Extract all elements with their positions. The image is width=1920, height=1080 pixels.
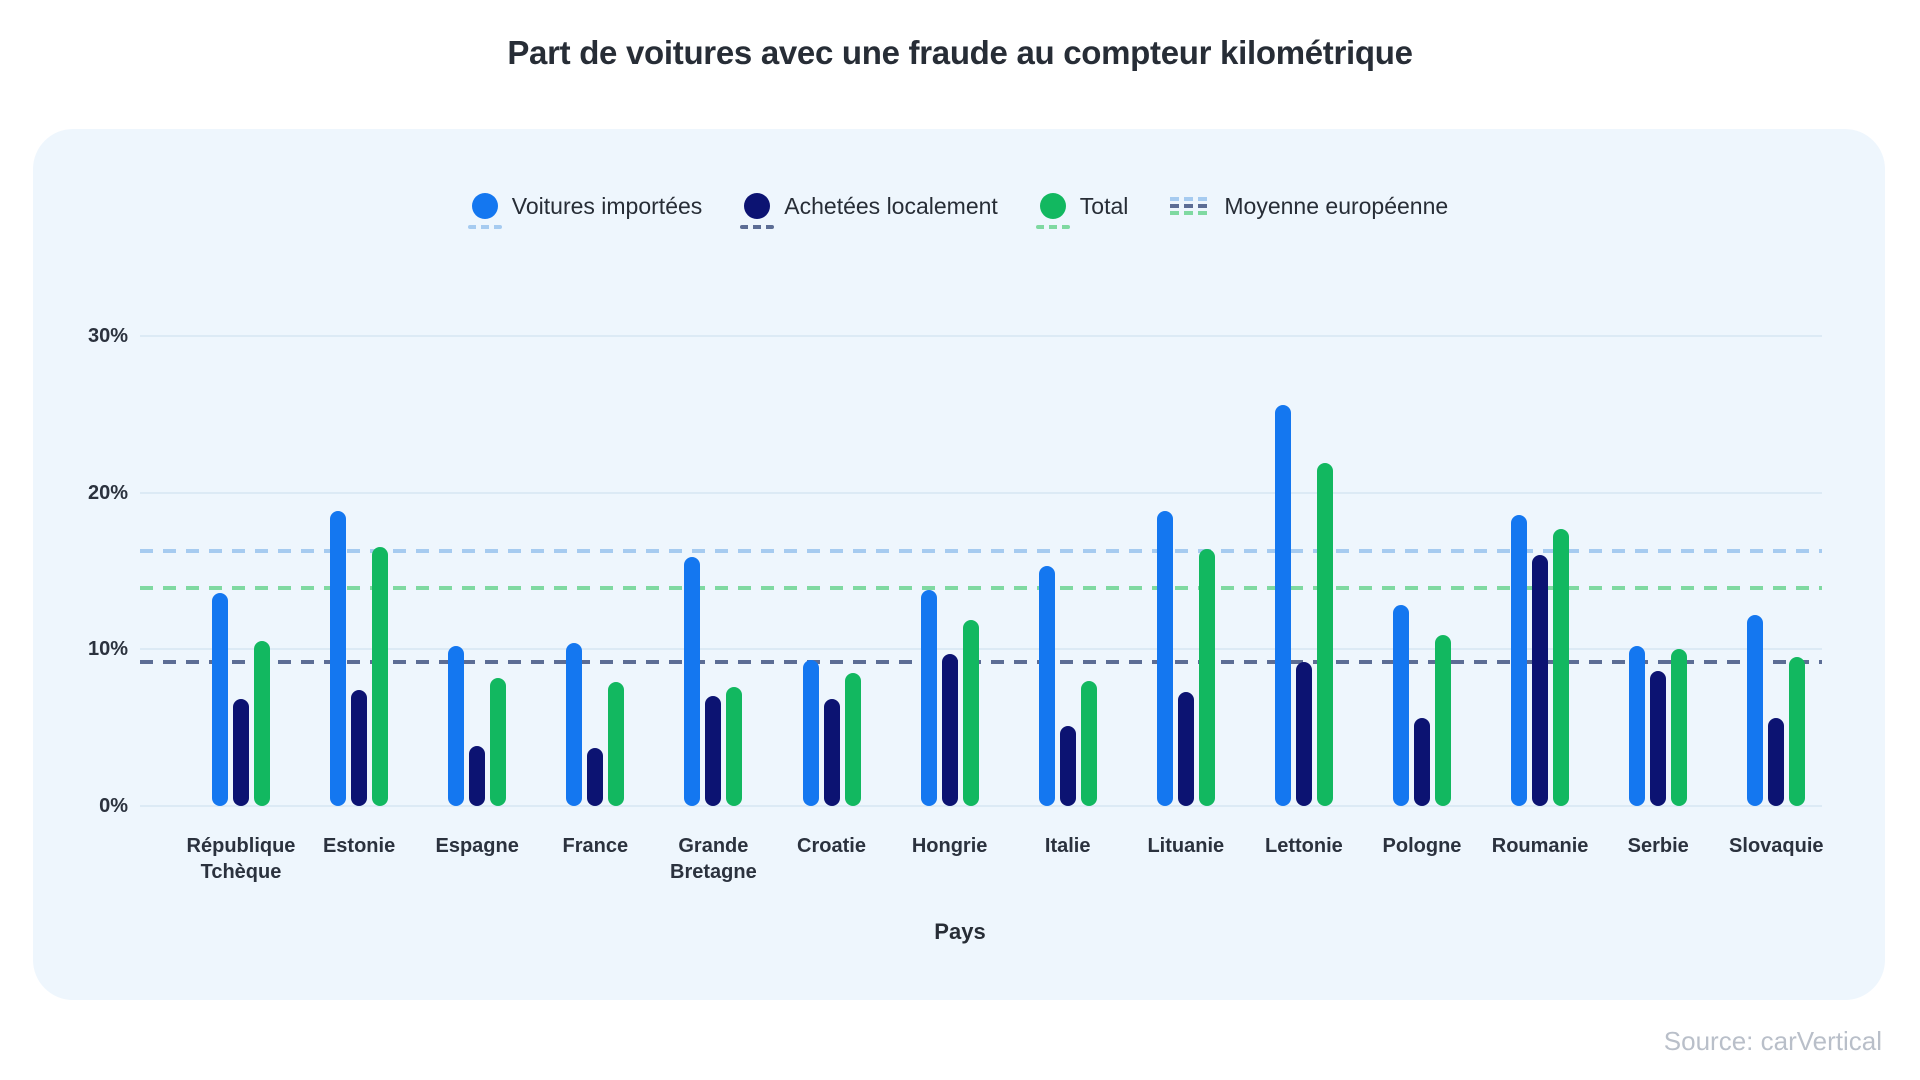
eu-average-dashes-icon bbox=[1170, 197, 1211, 215]
legend-item-local: Achetées localement bbox=[740, 192, 998, 229]
bar bbox=[1414, 718, 1430, 806]
local-dash-icon bbox=[740, 225, 775, 229]
x-tick-label: Slovaquie bbox=[1729, 835, 1824, 857]
bar bbox=[1650, 671, 1667, 806]
bar bbox=[469, 746, 486, 806]
x-tick-label: Croatie bbox=[797, 835, 866, 857]
bar bbox=[726, 686, 743, 806]
bar bbox=[1393, 605, 1409, 806]
bar bbox=[1435, 635, 1451, 806]
total-dot-icon bbox=[1039, 193, 1066, 219]
bar bbox=[330, 511, 347, 806]
bar bbox=[1038, 566, 1055, 806]
x-tick-label: Pologne bbox=[1382, 835, 1462, 857]
gridline-10 bbox=[140, 648, 1822, 651]
y-tick-label: 30% bbox=[87, 324, 128, 347]
bar bbox=[1768, 718, 1785, 806]
bar bbox=[1747, 614, 1764, 806]
bar bbox=[587, 748, 604, 806]
x-tick-label: Roumanie bbox=[1491, 835, 1589, 857]
gridline-0 bbox=[140, 805, 1822, 807]
legend-item-total: Total bbox=[1035, 192, 1129, 229]
gridline-20 bbox=[140, 491, 1822, 494]
y-tick-label: 20% bbox=[87, 481, 128, 504]
bar bbox=[608, 682, 625, 806]
x-axis-title: Pays bbox=[934, 919, 986, 944]
total-dash-icon bbox=[1035, 225, 1070, 229]
bar bbox=[962, 619, 979, 806]
bar bbox=[1511, 514, 1528, 806]
bar bbox=[1080, 680, 1097, 806]
bar bbox=[823, 699, 840, 806]
bar bbox=[1553, 528, 1570, 806]
imported-dash-icon bbox=[467, 225, 502, 229]
bar bbox=[490, 677, 507, 806]
bar bbox=[1316, 462, 1333, 806]
legend-label-total: Total bbox=[1079, 192, 1129, 219]
legend-label-average: Moyenne européenne bbox=[1224, 192, 1449, 219]
chart-title: Part de voitures avec une fraude au comp… bbox=[507, 34, 1413, 71]
y-tick-label: 10% bbox=[87, 638, 128, 661]
legend-label-imported: Voitures importées bbox=[511, 192, 703, 219]
legend-item-imported: Voitures importées bbox=[467, 192, 703, 229]
bar bbox=[802, 660, 819, 806]
bar bbox=[705, 696, 722, 806]
x-tick-label: Hongrie bbox=[911, 835, 988, 857]
eu-average-line bbox=[140, 659, 1822, 664]
legend-label-local: Achetées localement bbox=[784, 192, 998, 219]
source-credit: Source: carVertical bbox=[1663, 1026, 1882, 1056]
x-tick-label: France bbox=[562, 835, 629, 857]
imported-dot-icon bbox=[471, 193, 498, 219]
bar bbox=[1198, 549, 1215, 806]
legend-item-average: Moyenne européenne bbox=[1170, 193, 1448, 220]
x-tick-label: Estonie bbox=[322, 835, 396, 857]
bar bbox=[941, 654, 958, 806]
bar bbox=[566, 643, 583, 806]
bar bbox=[920, 589, 937, 806]
bar bbox=[1789, 657, 1806, 806]
local-dot-icon bbox=[744, 193, 771, 219]
legend: Voitures importées Achetées localement T… bbox=[0, 178, 1920, 234]
bar bbox=[1274, 404, 1291, 806]
bar bbox=[372, 547, 389, 806]
bar bbox=[1532, 555, 1549, 806]
x-tick-label: Espagne bbox=[435, 835, 519, 857]
y-tick-label: 0% bbox=[99, 795, 128, 817]
x-tick-label: Italie bbox=[1044, 835, 1091, 857]
bar bbox=[212, 592, 228, 806]
bar bbox=[448, 646, 465, 806]
eu-average-line bbox=[140, 548, 1822, 553]
bar bbox=[351, 690, 368, 806]
x-tick-label: Lettonie bbox=[1265, 835, 1343, 857]
bar bbox=[1629, 646, 1646, 806]
bar bbox=[254, 641, 270, 806]
eu-average-line bbox=[140, 586, 1822, 591]
x-tick-label: Lituanie bbox=[1147, 835, 1225, 857]
x-tick-label: Grande Bretagne bbox=[670, 835, 757, 883]
bar bbox=[1059, 726, 1076, 806]
bar bbox=[1177, 691, 1194, 806]
x-tick-label: Serbie bbox=[1627, 835, 1689, 857]
bar bbox=[684, 556, 701, 806]
gridline-30 bbox=[140, 334, 1822, 337]
bar bbox=[1295, 661, 1312, 806]
bar bbox=[1156, 511, 1173, 806]
bar bbox=[233, 699, 249, 806]
bar bbox=[1671, 649, 1688, 806]
x-tick-label: République Tchèque bbox=[186, 835, 296, 883]
bar bbox=[844, 672, 861, 806]
